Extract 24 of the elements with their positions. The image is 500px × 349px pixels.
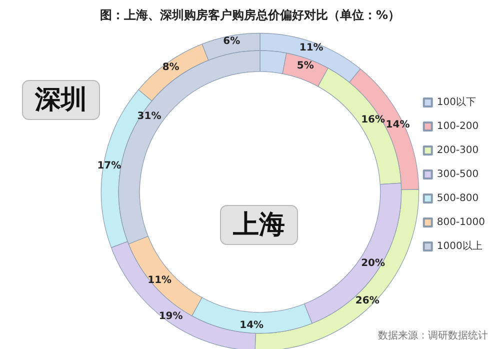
data-label: 11% bbox=[299, 42, 324, 54]
legend-label: 300-500 bbox=[436, 169, 479, 180]
legend-label: 500-800 bbox=[436, 193, 479, 204]
data-label: 20% bbox=[361, 258, 386, 270]
data-label: 16% bbox=[361, 114, 386, 126]
data-label: 17% bbox=[97, 160, 122, 172]
data-label: 26% bbox=[355, 296, 380, 307]
legend-label: 100-200 bbox=[436, 121, 479, 132]
data-label: 11% bbox=[148, 274, 172, 286]
data-label: 6% bbox=[223, 36, 240, 48]
legend-label: 100以下 bbox=[436, 96, 476, 108]
source-note: 数据来源：调研数据统计 bbox=[378, 330, 488, 342]
chart-title: 图：上海、深圳购房客户购房总价偏好对比（单位：%） bbox=[100, 8, 400, 22]
data-label: 19% bbox=[158, 310, 183, 322]
data-label: 8% bbox=[162, 62, 180, 74]
legend-label: 1000以上 bbox=[436, 240, 482, 252]
slice-label: 上海 bbox=[232, 210, 285, 240]
data-label: 14% bbox=[240, 320, 264, 332]
slice-label: 深圳 bbox=[34, 85, 87, 115]
data-label: 14% bbox=[386, 120, 410, 131]
legend-label: 200-300 bbox=[436, 145, 479, 156]
data-label: 31% bbox=[137, 111, 162, 122]
legend-label: 800-1000 bbox=[436, 217, 486, 228]
data-label: 5% bbox=[296, 60, 314, 72]
